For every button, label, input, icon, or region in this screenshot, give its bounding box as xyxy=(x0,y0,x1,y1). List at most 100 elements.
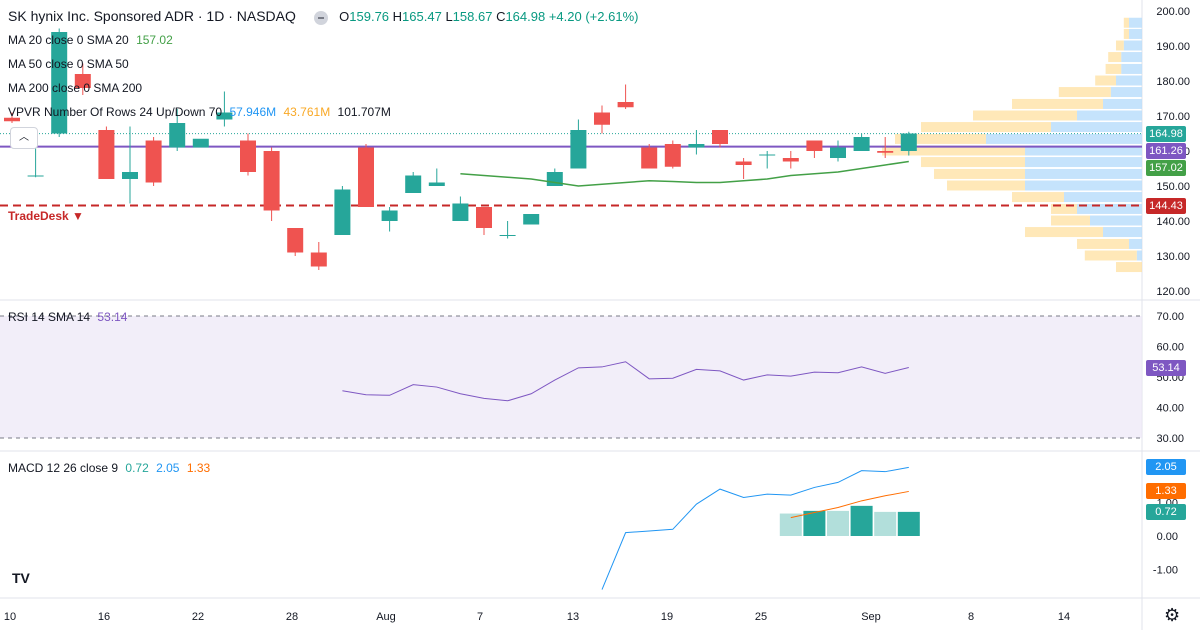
candle-body xyxy=(216,112,233,120)
rsi-line xyxy=(342,361,909,402)
time-axis-label: Sep xyxy=(861,611,881,623)
ma20-legend[interactable]: MA 20 close 0 SMA 20 157.02 xyxy=(8,32,177,48)
candle-body xyxy=(688,144,705,148)
macd-price-tag: 2.05 xyxy=(1146,459,1186,475)
vpvr-legend[interactable]: VPVR Number Of Rows 24 Up/Down 70 57.946… xyxy=(8,104,395,120)
macd-line xyxy=(601,466,909,590)
minus-icon[interactable] xyxy=(313,10,328,25)
hist-price-tag: 0.72 xyxy=(1146,504,1186,520)
candle-body xyxy=(145,140,162,183)
vpvr-label: VPVR Number Of Rows 24 Up/Down 70 xyxy=(8,105,223,119)
candle-body xyxy=(192,138,209,148)
candle-body xyxy=(594,112,610,125)
gear-icon[interactable]: ⚙ xyxy=(1164,605,1181,625)
volume-profile-down-bar xyxy=(1123,28,1129,39)
time-axis-label: 13 xyxy=(567,611,579,623)
volume-profile-down-bar xyxy=(1012,192,1064,203)
time-axis-label: 25 xyxy=(755,611,767,623)
volume-profile-down-bar xyxy=(882,145,1025,156)
macd-histogram-bar xyxy=(827,510,849,536)
time-axis-label: 22 xyxy=(192,611,204,623)
volume-profile-down-bar xyxy=(1116,262,1142,273)
time-axis-label: 10 xyxy=(4,611,16,623)
close-value: 164.98 xyxy=(505,9,546,24)
candle-body xyxy=(405,175,422,193)
candle-body xyxy=(712,130,728,144)
ma200-legend[interactable]: MA 200 close 0 SMA 200 xyxy=(8,80,146,96)
macd-axis-label: -1.00 xyxy=(1153,565,1178,577)
macd-histogram-bar xyxy=(803,510,826,536)
volume-profile-up-bar xyxy=(1121,52,1142,63)
volume-profile-up-bar xyxy=(1129,28,1142,39)
macd-histogram-bar xyxy=(897,511,920,536)
rsi-axis-label: 70.00 xyxy=(1156,311,1184,323)
time-axis-label: 28 xyxy=(286,611,298,623)
candle-body xyxy=(853,137,870,151)
volume-profile-down-bar xyxy=(1012,98,1103,109)
volume-profile-up-bar xyxy=(1077,110,1142,121)
macd-hist-value: 0.72 xyxy=(125,461,149,475)
candle-body xyxy=(428,182,445,186)
price-axis-label: 170.00 xyxy=(1156,111,1190,123)
candle-body xyxy=(523,214,540,225)
tradingview-logo[interactable]: TV xyxy=(12,570,30,586)
volume-profile-down-bar xyxy=(921,157,1025,168)
candle-body xyxy=(806,140,823,151)
rsi-band xyxy=(0,316,1142,438)
volume-profile-down-bar xyxy=(1095,75,1116,86)
volume-profile-up-bar xyxy=(1121,63,1142,74)
rsi-legend[interactable]: RSI 14 SMA 14 53.14 xyxy=(8,309,131,325)
symbol-title[interactable]: SK hynix Inc. Sponsored ADR · 1D · NASDA… xyxy=(8,8,296,24)
volume-profile-up-bar xyxy=(1051,122,1142,133)
open-value: 159.76 xyxy=(349,9,390,24)
volume-profile-up-bar xyxy=(1025,145,1142,156)
volume-profile-down-bar xyxy=(947,180,1025,191)
vpvr-down-value: 43.761M xyxy=(283,105,331,119)
candle-body xyxy=(476,207,492,228)
time-axis-label: 19 xyxy=(661,611,673,623)
candle-body xyxy=(358,147,374,207)
candle-body xyxy=(98,130,115,179)
change-value: +4.20 (+2.61%) xyxy=(548,9,639,24)
volume-profile-down-bar xyxy=(921,122,1051,133)
candle-body xyxy=(287,228,304,253)
candle-body xyxy=(830,147,846,158)
ma50-label: MA 50 close 0 SMA 50 xyxy=(8,57,129,71)
candle-body xyxy=(759,154,776,156)
candle-body xyxy=(334,189,351,235)
time-axis-label: 8 xyxy=(968,611,974,623)
symbol-header: SK hynix Inc. Sponsored ADR · 1D · NASDA… xyxy=(8,8,638,25)
ohlc-values: O159.76 H165.47 L158.67 C164.98 +4.20 (+… xyxy=(339,9,639,24)
macd-legend[interactable]: MACD 12 26 close 9 0.72 2.05 1.33 xyxy=(8,460,214,476)
ma20-value: 157.02 xyxy=(136,33,173,47)
candle-body xyxy=(27,175,44,177)
vpvr-total-value: 101.707M xyxy=(337,105,391,119)
volume-profile-down-bar xyxy=(1051,203,1077,214)
macd-histogram-bar xyxy=(779,513,802,536)
time-axis-label: Aug xyxy=(376,611,396,623)
candle-body xyxy=(122,172,138,179)
candle-body xyxy=(381,210,398,221)
time-axis-label: 7 xyxy=(477,611,483,623)
macd-axis-label: 0.00 xyxy=(1157,531,1178,543)
volume-profile-up-bar xyxy=(1103,98,1142,109)
volume-profile-down-bar xyxy=(1116,40,1124,51)
volume-profile-down-bar xyxy=(1123,17,1129,28)
ma20-price-tag: 157.02 xyxy=(1146,160,1186,176)
ma50-legend[interactable]: MA 50 close 0 SMA 50 xyxy=(8,56,133,72)
volume-profile-up-bar xyxy=(1025,180,1142,191)
macd-histogram-bar xyxy=(850,505,873,536)
price-axis-label: 180.00 xyxy=(1156,76,1190,88)
collapse-legend-button[interactable]: ︿ xyxy=(10,127,38,149)
tradedesk-alert-label[interactable]: TradeDesk ▼ xyxy=(8,209,84,223)
volume-profile-down-bar xyxy=(934,168,1025,179)
time-axis-label: 16 xyxy=(98,611,110,623)
candle-body xyxy=(263,151,280,211)
candle-body xyxy=(782,158,799,162)
candle-body xyxy=(240,140,256,172)
price-axis-label: 190.00 xyxy=(1156,41,1190,53)
ma20-line xyxy=(460,160,909,187)
price-axis-label: 140.00 xyxy=(1156,216,1190,228)
rsi-label: RSI 14 SMA 14 xyxy=(8,310,91,324)
